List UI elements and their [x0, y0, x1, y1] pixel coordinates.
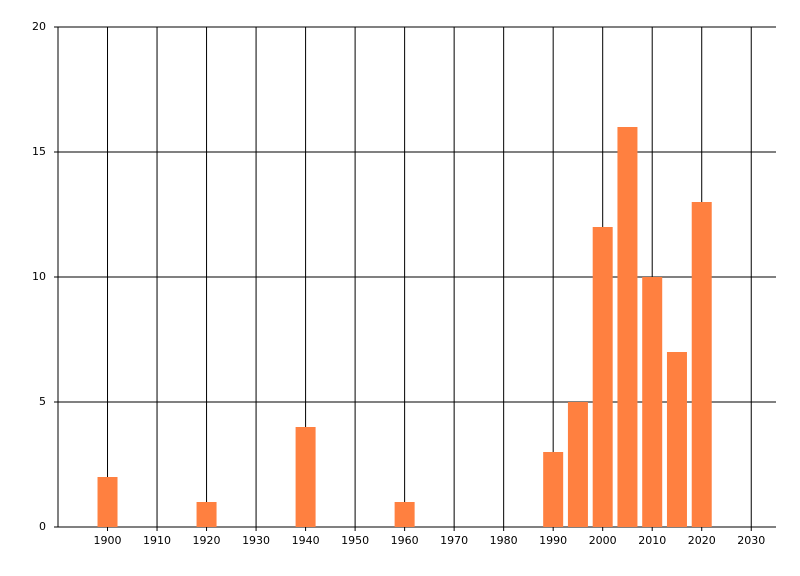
bar	[617, 127, 638, 527]
x-tick-label: 1900	[94, 534, 122, 547]
x-tick-label: 1920	[193, 534, 221, 547]
y-tick-label: 15	[32, 145, 46, 158]
x-tick-label: 1970	[440, 534, 468, 547]
bar	[196, 502, 217, 527]
y-tick-label: 10	[32, 270, 46, 283]
bar	[394, 502, 415, 527]
bar	[295, 427, 316, 527]
y-tick-label: 0	[39, 520, 46, 533]
x-tick-label: 1990	[539, 534, 567, 547]
bar	[97, 477, 118, 527]
bar	[592, 227, 613, 527]
bar	[666, 352, 687, 527]
bar	[567, 402, 588, 527]
x-tick-label: 2000	[589, 534, 617, 547]
bar	[642, 277, 663, 527]
x-tick-label: 1940	[292, 534, 320, 547]
y-tick-label: 5	[39, 395, 46, 408]
y-tick-label: 20	[32, 20, 46, 33]
x-tick-label: 1950	[341, 534, 369, 547]
x-tick-label: 2020	[688, 534, 716, 547]
x-tick-label: 1960	[391, 534, 419, 547]
x-tick-label: 1980	[490, 534, 518, 547]
bar	[543, 452, 564, 527]
x-tick-label: 2030	[737, 534, 765, 547]
x-tick-label: 1910	[143, 534, 171, 547]
x-tick-label: 1930	[242, 534, 270, 547]
bar	[691, 202, 712, 527]
x-tick-label: 2010	[638, 534, 666, 547]
